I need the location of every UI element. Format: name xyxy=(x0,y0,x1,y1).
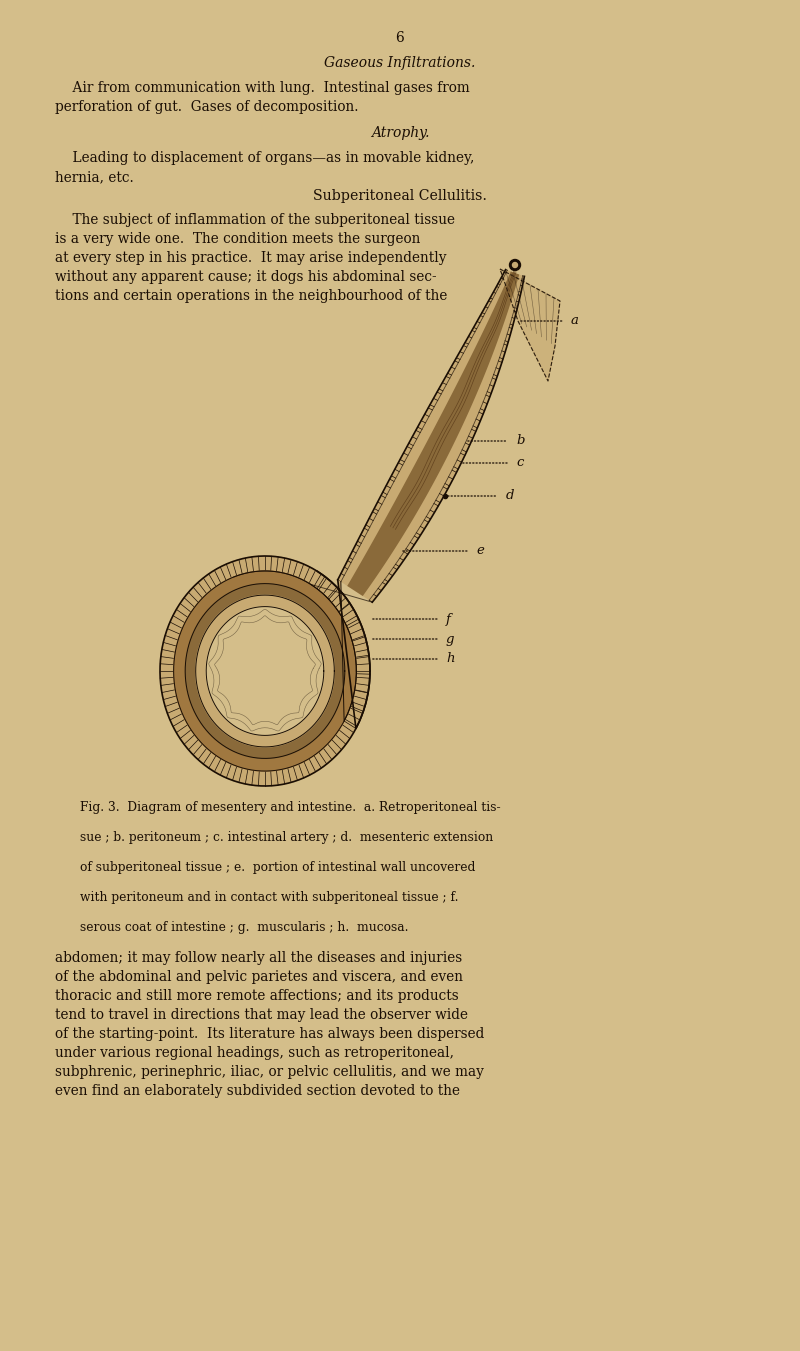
Polygon shape xyxy=(186,584,345,758)
Text: with peritoneum and in contact with subperitoneal tissue ; f.: with peritoneum and in contact with subp… xyxy=(80,892,458,904)
Text: Air from communication with lung.  Intestinal gases from
perforation of gut.  Ga: Air from communication with lung. Intest… xyxy=(55,81,470,113)
Polygon shape xyxy=(160,557,370,786)
Text: a: a xyxy=(571,315,579,327)
Circle shape xyxy=(510,259,521,270)
Circle shape xyxy=(513,262,518,267)
Polygon shape xyxy=(206,607,324,735)
Text: b: b xyxy=(516,435,525,447)
Text: c: c xyxy=(516,457,523,470)
Text: Fig. 3.  Diagram of mesentery and intestine.  a. Retroperitoneal tis-: Fig. 3. Diagram of mesentery and intesti… xyxy=(80,801,501,815)
Polygon shape xyxy=(310,571,370,728)
Polygon shape xyxy=(196,594,334,747)
Text: The subject of inflammation of the subperitoneal tissue
is a very wide one.  The: The subject of inflammation of the subpe… xyxy=(55,213,455,303)
Text: e: e xyxy=(476,544,484,558)
Polygon shape xyxy=(347,272,519,596)
Text: d: d xyxy=(506,489,514,503)
Text: g: g xyxy=(446,632,454,646)
Text: Leading to displacement of organs—as in movable kidney,
hernia, etc.: Leading to displacement of organs—as in … xyxy=(55,151,474,184)
Text: 6: 6 xyxy=(396,31,404,45)
Text: serous coat of intestine ; g.  muscularis ; h.  mucosa.: serous coat of intestine ; g. muscularis… xyxy=(80,921,409,934)
Text: of subperitoneal tissue ; e.  portion of intestinal wall uncovered: of subperitoneal tissue ; e. portion of … xyxy=(80,861,475,874)
Text: f: f xyxy=(446,612,451,626)
Text: abdomen; it may follow nearly all the diseases and injuries
of the abdominal and: abdomen; it may follow nearly all the di… xyxy=(55,951,484,1097)
Polygon shape xyxy=(338,270,525,603)
Text: sue ; b. peritoneum ; c. intestinal artery ; d.  mesenteric extension: sue ; b. peritoneum ; c. intestinal arte… xyxy=(80,831,494,844)
Text: Atrophy.: Atrophy. xyxy=(370,126,430,141)
Text: Subperitoneal Cellulitis.: Subperitoneal Cellulitis. xyxy=(313,189,487,203)
Polygon shape xyxy=(500,269,560,381)
Polygon shape xyxy=(174,571,356,771)
Text: h: h xyxy=(446,653,454,666)
Text: Gaseous Infiltrations.: Gaseous Infiltrations. xyxy=(324,55,476,70)
